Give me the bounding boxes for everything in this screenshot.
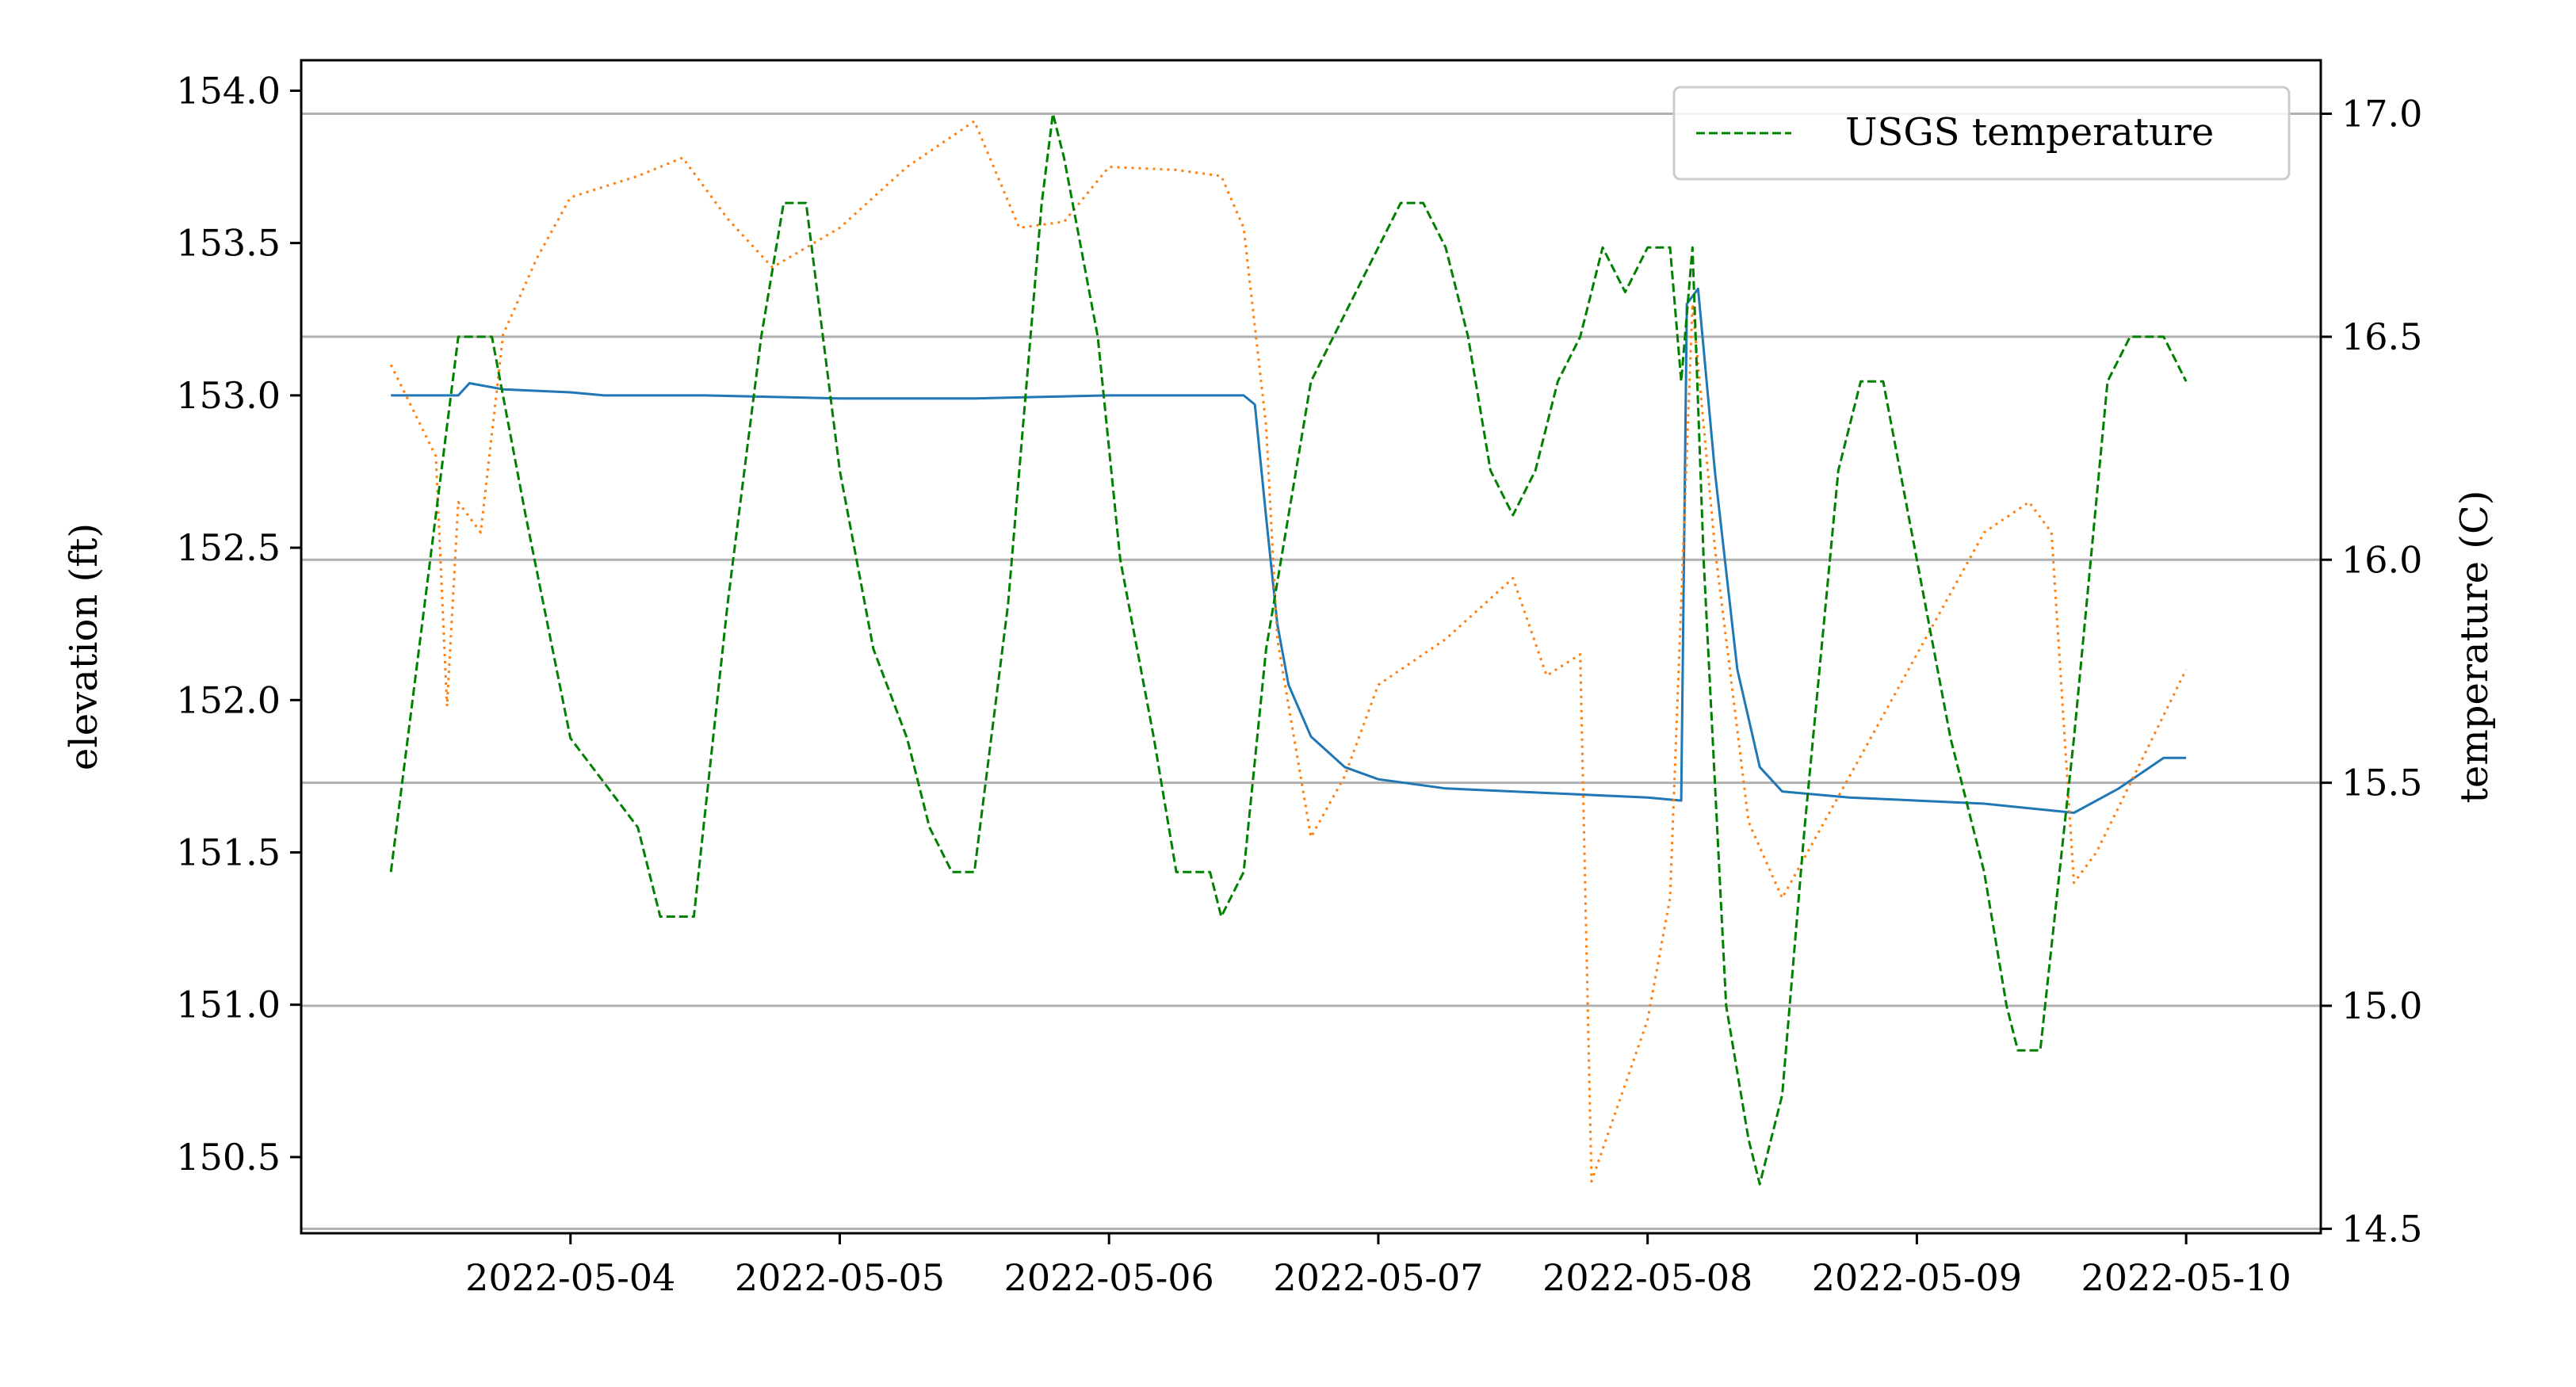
y-right-tick-label: 16.0 — [2341, 538, 2422, 581]
y-right-tick-label: 17.0 — [2341, 93, 2422, 136]
plot-frame — [300, 59, 2322, 1235]
x-tick-label: 2022-05-07 — [1273, 1256, 1483, 1299]
y-right-tick-label: 15.0 — [2341, 984, 2422, 1027]
legend: USGS temperature — [1672, 86, 2291, 181]
series-layer — [389, 113, 2188, 1186]
y-right-tick-label: 14.5 — [2341, 1207, 2422, 1250]
legend-label-usgs-temperature: USGS temperature — [1845, 110, 2214, 155]
y-left-tick-label: 152.0 — [176, 678, 281, 721]
legend-box — [1672, 86, 2291, 181]
y-right-tick-label: 15.5 — [2341, 762, 2422, 804]
y-axis-right: 14.5 15.0 15.5 16.0 16.5 17.0 — [2321, 93, 2422, 1250]
y-left-tick-label: 153.5 — [176, 222, 281, 265]
x-tick-label: 2022-05-05 — [735, 1256, 945, 1299]
series-usgs-temperature-line — [389, 113, 2188, 1186]
series-orange-dotted-line — [389, 120, 2188, 1183]
x-axis: 2022-05-04 2022-05-05 2022-05-06 2022-05-07… — [465, 1233, 2291, 1299]
y-left-tick-label: 153.0 — [176, 374, 281, 417]
x-tick-label: 2022-05-10 — [2081, 1256, 2291, 1299]
y-left-tick-label: 151.0 — [176, 984, 281, 1026]
x-tick-label: 2022-05-09 — [1812, 1256, 2022, 1299]
y-axis-right-label: temperature (C) — [2452, 491, 2497, 804]
series-elevation-line — [391, 287, 2187, 814]
y-axis-left: 150.5 151.0 151.5 152.0 152.5 153.0 153.5 154.0 — [176, 69, 301, 1179]
x-tick-label: 2022-05-04 — [465, 1256, 675, 1299]
y-left-tick-label: 152.5 — [176, 526, 281, 569]
y-left-tick-label: 150.5 — [176, 1136, 281, 1179]
y-axis-left-label: elevation (ft) — [62, 523, 106, 770]
x-tick-label: 2022-05-06 — [1004, 1256, 1214, 1299]
y-left-tick-label: 154.0 — [176, 69, 281, 112]
y-left-tick-label: 151.5 — [176, 831, 281, 873]
y-right-tick-label: 16.5 — [2341, 315, 2422, 358]
x-tick-label: 2022-05-08 — [1542, 1256, 1752, 1299]
grid-lines — [301, 113, 2321, 1230]
